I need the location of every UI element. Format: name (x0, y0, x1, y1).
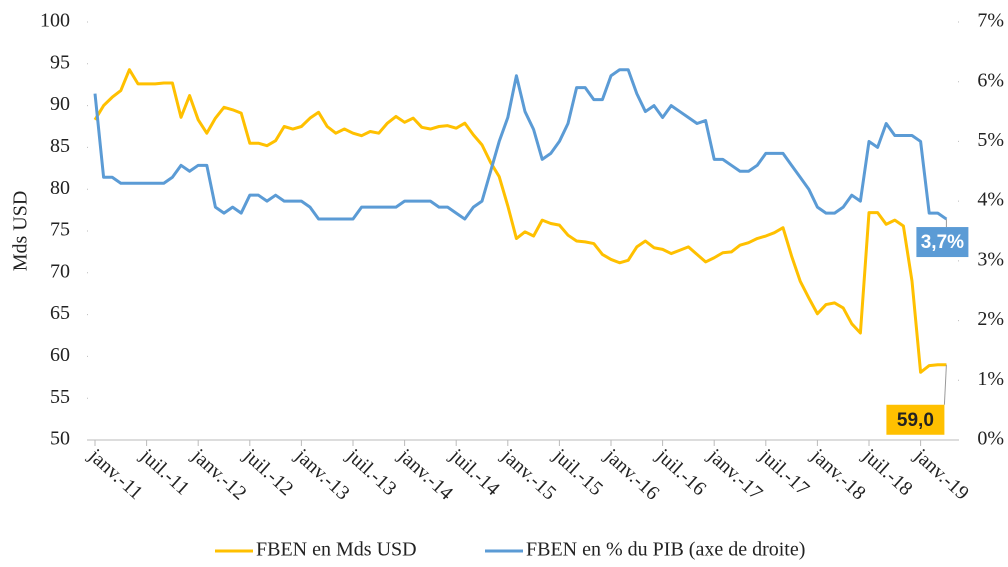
x-tick-label: juil.-17 (755, 444, 814, 500)
y2-tick-label: 5% (977, 129, 1004, 151)
y2-tick-label: 0% (977, 428, 1004, 450)
legend-label: FBEN en Mds USD (256, 539, 417, 561)
x-tick-label: janv.-15 (497, 444, 561, 504)
value-label: 59,0 (897, 410, 934, 431)
value-label-box (916, 227, 969, 258)
x-tick-label: janv.-17 (703, 444, 767, 504)
y2-tick-label: 3% (977, 248, 1004, 270)
y-tick-label: 60 (50, 344, 70, 366)
line-series (93, 68, 948, 221)
y-axis-label: Mds USD (10, 191, 32, 272)
y-tick-label: 95 (50, 51, 70, 73)
y-tick-label: 65 (50, 302, 70, 324)
y-tick-label: 80 (50, 177, 70, 199)
x-tick-label: janv.-19 (909, 444, 973, 504)
line-series (93, 68, 947, 374)
y-tick-label: 75 (50, 219, 70, 241)
x-tick-label: juil.-13 (342, 444, 401, 500)
value-label-box (886, 404, 945, 435)
x-tick-label: janv.-13 (290, 444, 354, 504)
y-tick-label: 70 (50, 260, 70, 282)
y2-tick-label: 6% (977, 69, 1004, 91)
x-tick-label: juil.-12 (239, 444, 298, 500)
x-tick-label: juil.-18 (858, 444, 917, 500)
x-tick-label: janv.-16 (600, 444, 664, 504)
y2-tick-label: 1% (977, 368, 1004, 390)
y-tick-label: 50 (50, 428, 70, 450)
x-tick-label: juil.-14 (445, 444, 504, 500)
y-tick-label: 85 (50, 135, 70, 157)
y2-tick-label: 2% (977, 308, 1004, 330)
x-tick-label: juil.-15 (548, 444, 607, 500)
x-tick-label: juil.-16 (651, 444, 710, 500)
y-tick-label: 100 (40, 10, 70, 32)
y2-tick-label: 7% (977, 10, 1004, 32)
x-tick-label: juil.-11 (135, 444, 193, 500)
x-tick-label: janv.-14 (393, 444, 457, 504)
y2-tick-label: 4% (977, 189, 1004, 211)
label-leader (943, 364, 947, 405)
legend-label: FBEN en % du PIB (axe de droite) (526, 539, 805, 561)
x-tick-label: janv.-18 (806, 444, 870, 504)
y-tick-label: 90 (50, 93, 70, 115)
y-tick-label: 55 (50, 386, 70, 408)
x-tick-label: janv.-11 (84, 444, 147, 504)
value-label: 3,7% (921, 232, 964, 253)
x-tick-label: janv.-12 (187, 444, 251, 504)
